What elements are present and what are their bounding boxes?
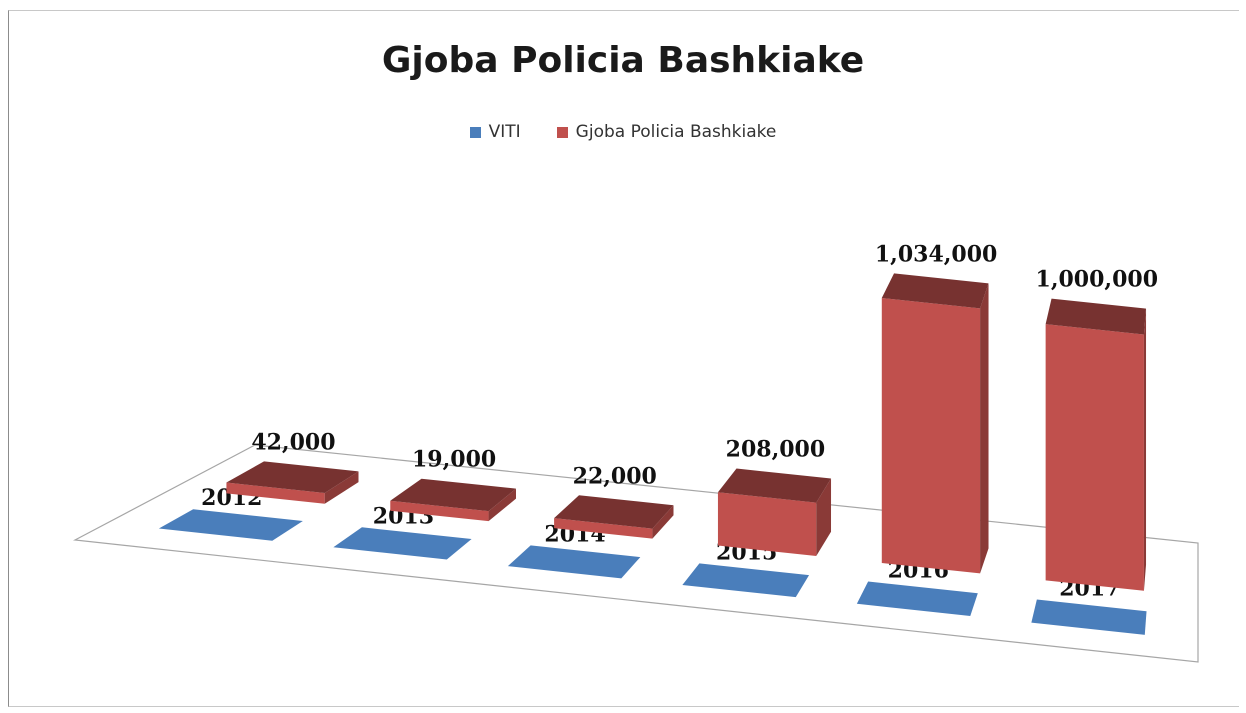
bar-side-face <box>816 478 832 556</box>
label-gjoba-2016: 1,034,000 <box>875 241 997 267</box>
bar-top-face <box>554 495 674 529</box>
bar-top-face <box>226 461 359 494</box>
label-gjoba-2014: 22,000 <box>573 463 657 489</box>
chart-area <box>8 10 1239 707</box>
tile-face <box>507 545 641 579</box>
legend-label-gjoba: Gjoba Policia Bashkiake <box>575 122 777 142</box>
tile-face <box>856 581 978 617</box>
bar-side-face <box>324 471 359 504</box>
legend-item-gjoba: Gjoba Policia Bashkiake <box>556 122 777 142</box>
bar-gjoba-2012: 42,000 <box>226 429 359 504</box>
bar-side-face <box>1143 308 1147 591</box>
bar-front-face <box>226 482 325 504</box>
tile-face <box>682 563 810 598</box>
bar-front-face <box>1045 324 1144 591</box>
legend-item-viti: VITI <box>469 122 521 142</box>
bar-front-face <box>390 500 489 522</box>
bar-gjoba-2014: 22,000 <box>554 463 674 539</box>
bar-front-face <box>717 492 817 556</box>
label-gjoba-2013: 19,000 <box>412 447 496 473</box>
legend-swatch-gjoba <box>556 126 568 138</box>
bar-front-face <box>881 297 981 574</box>
bar-gjoba-2013: 19,000 <box>390 447 517 522</box>
legend: VITI Gjoba Policia Bashkiake <box>0 122 1246 142</box>
bar-top-face <box>881 273 989 309</box>
legend-swatch-viti <box>469 126 481 138</box>
bar-viti-2012: 2012 <box>158 485 303 541</box>
bar-side-face <box>980 283 989 574</box>
bar-top-face <box>717 468 832 503</box>
bar-side-face <box>652 505 674 539</box>
chart-title: Gjoba Policia Bashkiake <box>381 40 865 81</box>
tile-face <box>1031 599 1147 635</box>
legend-label-viti: VITI <box>488 122 521 142</box>
label-gjoba-2015: 208,000 <box>726 437 826 463</box>
label-gjoba-2017: 1,000,000 <box>1036 267 1158 293</box>
tile-face <box>158 509 303 541</box>
label-gjoba-2012: 42,000 <box>251 429 335 455</box>
bar-gjoba-2016: 1,034,000 <box>875 241 997 574</box>
bar-side-face <box>488 488 517 522</box>
bar-front-face <box>554 518 653 539</box>
bar-top-face <box>1045 298 1147 335</box>
bar-gjoba-2017: 1,000,000 <box>1036 267 1158 591</box>
bar-top-face <box>390 478 517 512</box>
bar-gjoba-2015: 208,000 <box>717 437 832 556</box>
floor-plane <box>72 444 1199 663</box>
tile-face <box>333 527 472 560</box>
